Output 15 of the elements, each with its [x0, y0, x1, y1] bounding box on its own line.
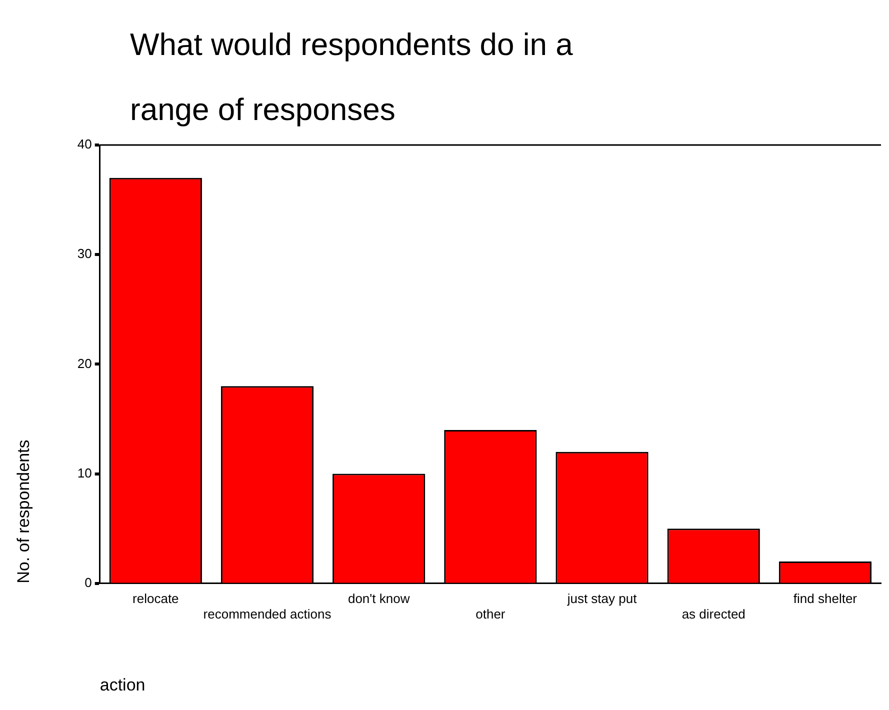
y-axis-title: No. of respondents — [14, 440, 33, 584]
y-tick-label: 40 — [77, 136, 92, 152]
x-tick-label: don't know — [348, 590, 410, 606]
x-tick-label: find shelter — [793, 590, 858, 606]
x-tick-label: recommended actions — [203, 606, 332, 622]
x-tick-label: just stay put — [566, 590, 638, 606]
y-tick-label: 20 — [77, 356, 92, 371]
x-axis-title: action — [100, 675, 146, 694]
chart-title: What would respondents do in a range of responses — [130, 26, 574, 129]
y-tick-label: 30 — [77, 246, 92, 262]
x-tick-label: relocate — [132, 590, 179, 606]
x-tick-label: as directed — [682, 606, 746, 622]
x-tick-label: other — [476, 606, 506, 622]
y-tick-label: 0 — [84, 574, 92, 590]
y-tick-label: 10 — [77, 465, 92, 480]
